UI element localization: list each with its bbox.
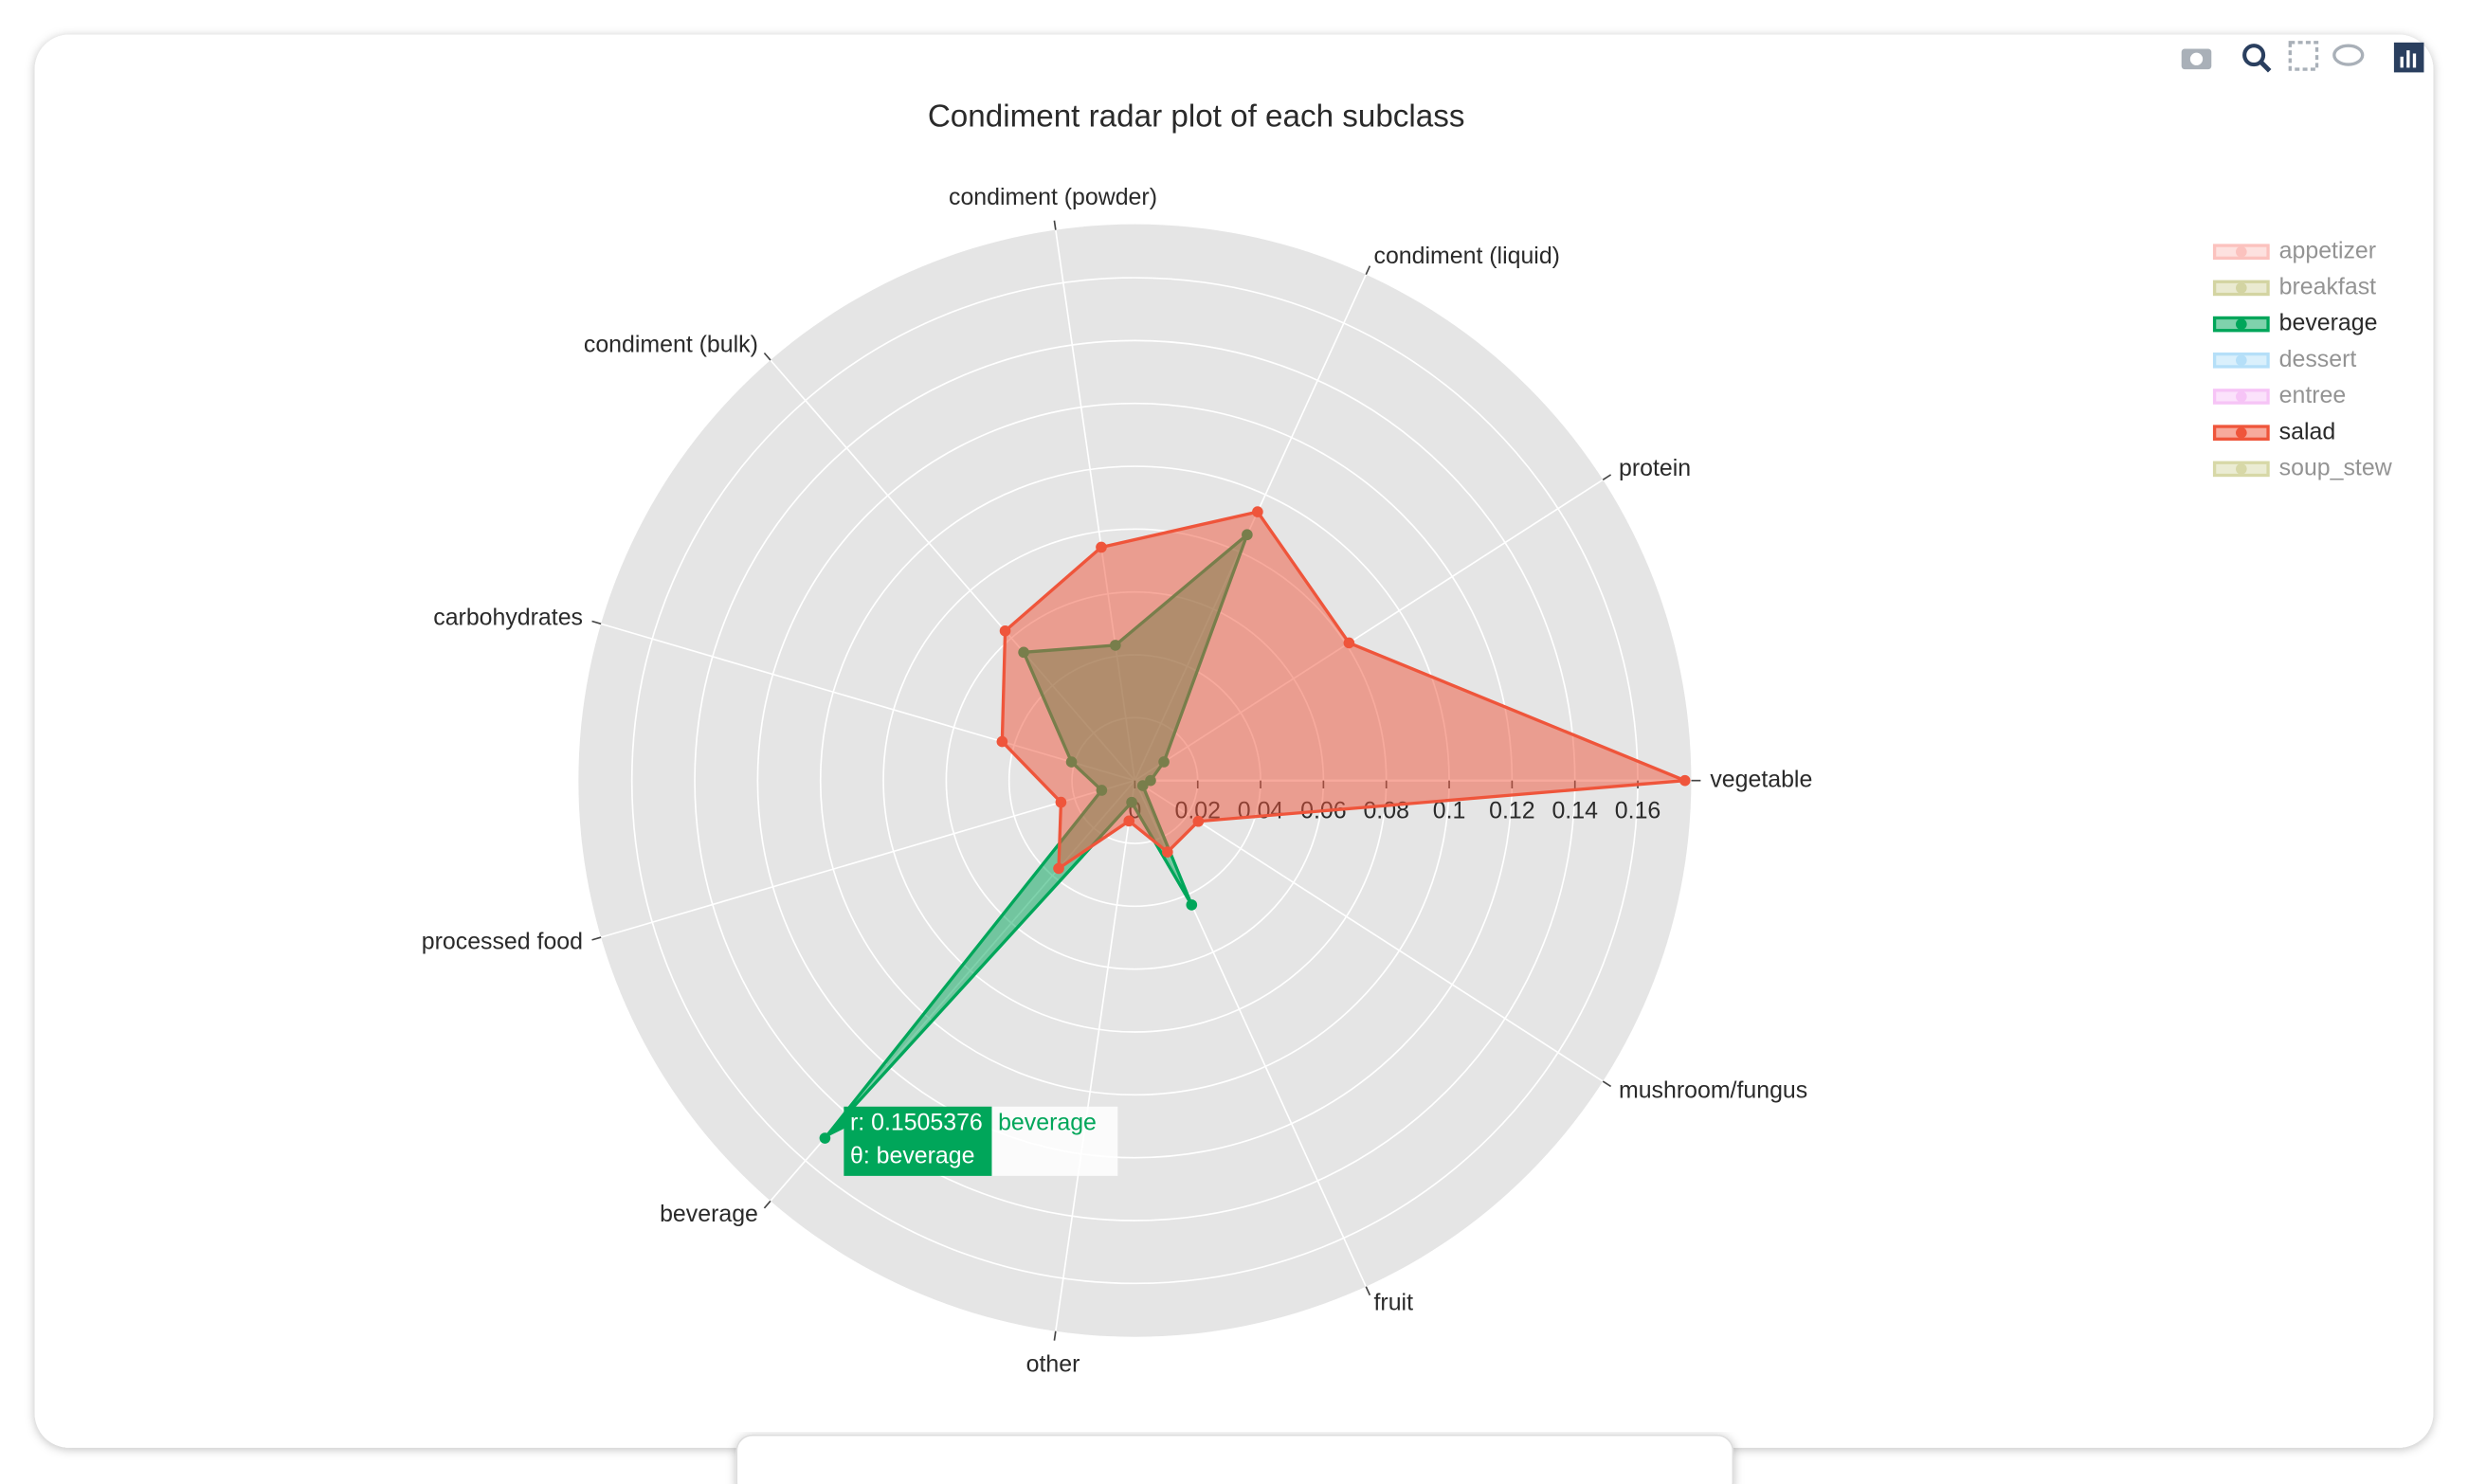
angular-label: fruit bbox=[1374, 1289, 1414, 1315]
series-marker bbox=[1123, 815, 1135, 827]
angular-label: processed food bbox=[422, 928, 583, 954]
radial-tick-label: 0.16 bbox=[1615, 797, 1660, 823]
legend-label: breakfast bbox=[2279, 273, 2376, 299]
hover-label: r: 0.1505376 θ: beverage beverage bbox=[825, 1106, 1118, 1176]
series-marker bbox=[996, 735, 1008, 748]
legend-item[interactable]: dessert bbox=[2212, 346, 2357, 372]
hover-r: r: 0.1505376 bbox=[850, 1110, 983, 1136]
legend-label: soup_stew bbox=[2279, 454, 2393, 480]
series-marker bbox=[1055, 796, 1067, 808]
legend-item[interactable]: soup_stew bbox=[2212, 454, 2393, 480]
select-button[interactable] bbox=[2288, 41, 2319, 71]
series-marker bbox=[1679, 774, 1691, 787]
spoke bbox=[600, 779, 1135, 938]
spoke bbox=[1055, 780, 1136, 1331]
legend-label: salad bbox=[2279, 418, 2336, 444]
series-marker bbox=[1186, 899, 1198, 911]
legend-label: appetizer bbox=[2279, 237, 2376, 263]
hover-name-box bbox=[991, 1106, 1118, 1176]
legend-marker bbox=[2236, 463, 2247, 475]
angular-label: vegetable bbox=[1710, 766, 1812, 792]
series-marker bbox=[1192, 815, 1205, 827]
angular-tick bbox=[1365, 265, 1371, 276]
angular-tick bbox=[1602, 1080, 1612, 1088]
angular-label: carbohydrates bbox=[433, 604, 583, 630]
chart-title: Condiment radar plot of each subclass bbox=[928, 99, 1465, 134]
plotly-logo[interactable] bbox=[2393, 42, 2424, 73]
legend-marker bbox=[2236, 390, 2247, 403]
series-marker bbox=[999, 624, 1011, 637]
series-marker bbox=[1252, 506, 1263, 517]
angular-tick bbox=[591, 936, 602, 941]
hover-name: beverage bbox=[998, 1110, 1097, 1136]
legend-label: dessert bbox=[2279, 346, 2357, 372]
series-marker bbox=[1053, 862, 1064, 875]
angular-label: protein bbox=[1619, 455, 1691, 481]
legend-item[interactable]: breakfast bbox=[2212, 273, 2377, 299]
angular-tick bbox=[1053, 220, 1057, 230]
legend-item[interactable]: salad bbox=[2212, 418, 2336, 444]
legend-marker bbox=[2236, 354, 2247, 367]
legend-marker bbox=[2236, 245, 2247, 258]
hover-box bbox=[825, 1106, 992, 1176]
angular-tick bbox=[1602, 474, 1612, 481]
angular-label: condiment (powder) bbox=[949, 184, 1157, 210]
radial-tick-label: 0.12 bbox=[1489, 797, 1534, 823]
angular-tick bbox=[763, 1200, 771, 1209]
angular-label: mushroom/fungus bbox=[1619, 1077, 1807, 1103]
legend-marker bbox=[2236, 318, 2247, 330]
spoke bbox=[1134, 779, 1604, 1082]
hover-theta: θ: beverage bbox=[850, 1143, 974, 1169]
modebar bbox=[2181, 41, 2424, 73]
angular-tick bbox=[763, 352, 771, 361]
series-area bbox=[1000, 510, 1687, 871]
angular-tick bbox=[591, 620, 602, 625]
angular-label: condiment (liquid) bbox=[1374, 243, 1560, 269]
bottom-panel bbox=[735, 1434, 1734, 1484]
legend-label: entree bbox=[2279, 382, 2347, 408]
legend-marker bbox=[2236, 282, 2247, 294]
angular-label: beverage bbox=[660, 1201, 758, 1227]
series-marker bbox=[1343, 637, 1355, 649]
legend-item[interactable]: appetizer bbox=[2212, 237, 2376, 263]
legend-item[interactable]: beverage bbox=[2212, 310, 2378, 336]
lasso-button[interactable] bbox=[2332, 44, 2365, 66]
series-marker bbox=[1162, 846, 1173, 858]
angular-label: condiment (bulk) bbox=[584, 332, 758, 358]
legend-item[interactable]: entree bbox=[2212, 382, 2347, 408]
radial-tick-label: 0.14 bbox=[1552, 797, 1598, 823]
zoom-button[interactable] bbox=[2242, 44, 2272, 73]
camera-button[interactable] bbox=[2181, 48, 2212, 70]
legend-marker bbox=[2236, 426, 2247, 439]
legend-label: beverage bbox=[2279, 310, 2378, 336]
angular-tick bbox=[1053, 1330, 1057, 1341]
angular-tick bbox=[1365, 1286, 1371, 1296]
angular-label: other bbox=[1026, 1351, 1080, 1378]
series-marker bbox=[1096, 541, 1107, 553]
